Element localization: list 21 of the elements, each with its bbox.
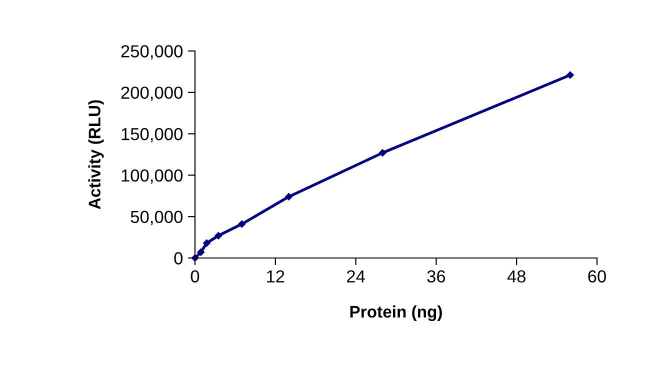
x-tick-label: 48 [507,270,526,283]
point [238,220,246,228]
point [203,239,210,247]
point [197,248,205,256]
x-axis-title: Protein (ng) [350,305,442,322]
x-tick-label: 0 [190,270,200,283]
x-tick-label: 24 [347,270,365,282]
point [378,149,386,156]
x-tick-label: 60 [588,270,606,283]
y-tick-label: 250,000 [121,45,183,60]
point [285,193,292,200]
x-tick-label: 36 [427,270,446,283]
point [566,71,574,79]
point [214,232,222,240]
y-tick-label: 100,000 [122,169,183,184]
y-tick-label: 150,000 [122,128,183,142]
y-tick-label: 200,000 [121,86,183,101]
x-tick-label: 12 [267,270,284,282]
y-tick-label: 0 [174,252,183,264]
y-axis-title: Activity (RLU) [88,100,104,210]
y-tick-label: 50,000 [130,210,183,226]
